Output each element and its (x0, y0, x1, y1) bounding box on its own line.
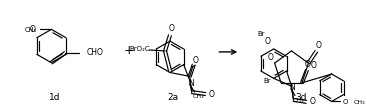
Text: O: O (193, 56, 199, 65)
Text: O: O (268, 53, 273, 62)
Text: CH₃: CH₃ (353, 100, 365, 105)
Text: O: O (265, 37, 271, 46)
Text: O: O (343, 99, 348, 105)
Text: CH₃: CH₃ (292, 98, 304, 103)
Text: O: O (208, 90, 214, 99)
Text: Br: Br (257, 31, 265, 37)
Text: O: O (169, 24, 175, 33)
Text: BrO₂C: BrO₂C (129, 46, 150, 52)
Text: 1d: 1d (48, 93, 60, 103)
Text: O: O (30, 25, 36, 34)
Text: 3d: 3d (296, 93, 307, 103)
Text: N: N (289, 83, 295, 92)
Text: N: N (188, 79, 193, 88)
Text: O: O (309, 97, 315, 106)
Text: +: + (123, 44, 134, 57)
Text: CHO: CHO (87, 48, 104, 57)
Text: O: O (305, 60, 311, 69)
Text: CH₃: CH₃ (25, 27, 37, 33)
Text: CH₃: CH₃ (193, 94, 204, 100)
Text: O: O (315, 41, 321, 50)
Text: 2a: 2a (167, 93, 178, 103)
Text: Br: Br (264, 78, 271, 84)
Text: O: O (310, 61, 316, 70)
